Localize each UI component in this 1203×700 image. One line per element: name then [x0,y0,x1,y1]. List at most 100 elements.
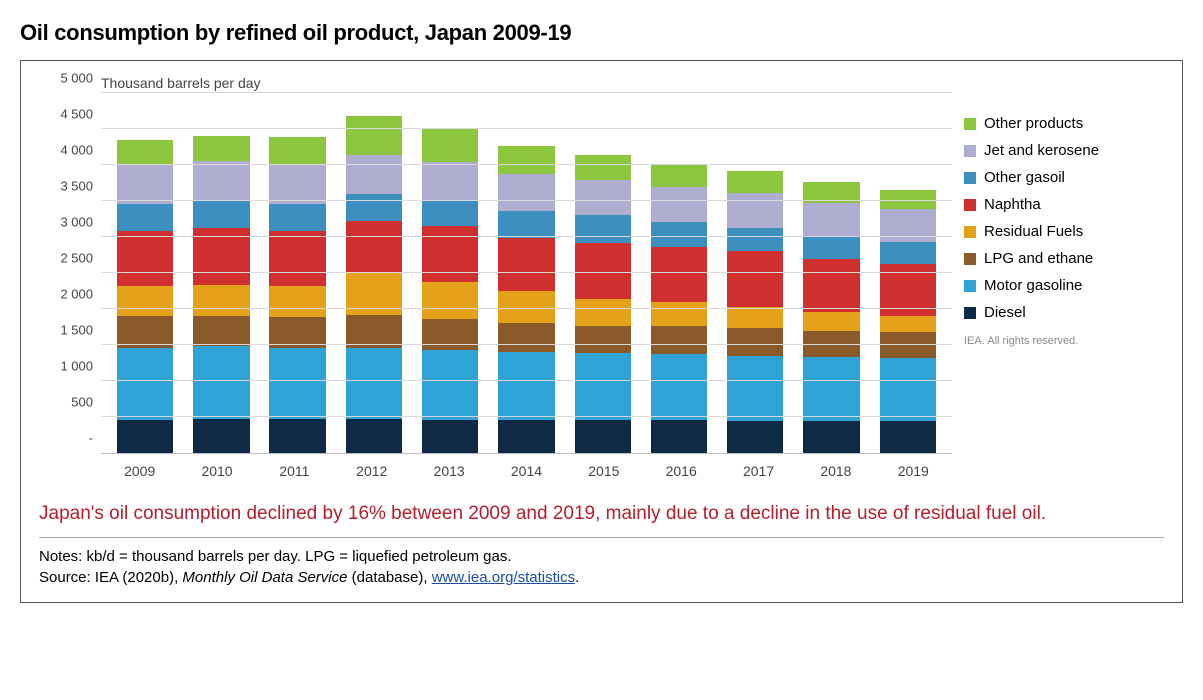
x-tick-label: 2017 [720,463,797,479]
bar-column [260,93,336,453]
stacked-bar [269,137,325,453]
legend-item: Naphtha [964,196,1164,213]
grid-line [101,416,952,417]
bar-segment-diesel [117,420,173,453]
bar-segment-other_products [651,164,707,187]
bar-column [565,93,641,453]
bar-segment-lpg_ethane [880,332,936,358]
bar-segment-other_gasoil [117,204,173,231]
bar-segment-residual_fuels [575,299,631,326]
summary-callout: Japan's oil consumption declined by 16% … [39,501,1164,527]
bar-segment-motor_gasoline [727,356,783,421]
bar-column [717,93,793,453]
bar-segment-naphtha [498,238,554,291]
bar-segment-motor_gasoline [193,346,249,419]
bar-segment-diesel [651,420,707,453]
y-tick-label: 3 500 [60,179,93,194]
legend-swatch [964,226,976,238]
legend-swatch [964,145,976,157]
bar-segment-motor_gasoline [880,358,936,421]
notes-line-1: Notes: kb/d = thousand barrels per day. … [39,548,1164,565]
grid-line [101,344,952,345]
stacked-bar [880,190,936,453]
grid-line [101,200,952,201]
stacked-bar [803,182,859,453]
bar-segment-jet_kerosene [422,162,478,200]
bar-segment-naphtha [269,231,325,286]
bar-segment-motor_gasoline [422,350,478,420]
bar-segment-jet_kerosene [193,161,249,201]
bar-segment-diesel [880,421,936,453]
x-tick-label: 2016 [643,463,720,479]
x-tick-label: 2019 [875,463,952,479]
x-tick-label: 2018 [797,463,874,479]
y-axis: -5001 0001 5002 0002 5003 0003 5004 0004… [39,93,101,453]
grid-line [101,92,952,93]
y-axis-subtitle: Thousand barrels per day [101,75,952,91]
bar-segment-other_gasoil [880,242,936,264]
legend-swatch [964,199,976,211]
divider [39,537,1164,538]
bar-segment-diesel [193,419,249,453]
source-title: Monthly Oil Data Service [182,569,347,586]
legend-label: Jet and kerosene [984,142,1099,159]
chart-grid [101,93,952,454]
bar-segment-other_products [727,171,783,193]
stacked-bar [422,128,478,453]
grid-line [101,236,952,237]
legend-swatch [964,118,976,130]
legend-item: Diesel [964,304,1164,321]
y-tick-label: 500 [71,395,93,410]
stacked-bar [727,171,783,453]
x-tick-label: 2010 [178,463,255,479]
x-axis: 2009201020112012201320142015201620172018… [101,463,952,479]
bar-segment-motor_gasoline [117,348,173,420]
legend-item: Residual Fuels [964,223,1164,240]
legend-label: Other gasoil [984,169,1065,186]
stacked-bar [346,116,402,453]
bar-segment-residual_fuels [727,307,783,328]
bar-segment-naphtha [117,231,173,286]
bar-segment-jet_kerosene [880,209,936,242]
bar-column [183,93,259,453]
stacked-bar [193,136,249,453]
legend-item: Motor gasoline [964,277,1164,294]
legend-label: Motor gasoline [984,277,1082,294]
x-tick-label: 2011 [256,463,333,479]
source-link[interactable]: www.iea.org/statistics [432,569,575,586]
grid-line [101,128,952,129]
bar-segment-residual_fuels [269,286,325,317]
bar-segment-other_gasoil [422,200,478,226]
bar-segment-naphtha [346,221,402,274]
grid-line [101,272,952,273]
legend-item: Other products [964,115,1164,132]
bar-segment-other_gasoil [727,228,783,252]
x-tick-label: 2013 [410,463,487,479]
grid-line [101,308,952,309]
legend-label: Residual Fuels [984,223,1083,240]
source-mid: (database), [347,569,431,586]
bar-segment-lpg_ethane [727,328,783,356]
bar-segment-residual_fuels [498,291,554,323]
y-tick-label: - [89,431,93,446]
legend-label: Diesel [984,304,1026,321]
bar-segment-lpg_ethane [651,326,707,354]
bar-segment-motor_gasoline [498,352,554,420]
bar-segment-naphtha [803,259,859,312]
grid-line [101,164,952,165]
legend-swatch [964,280,976,292]
legend-item: Other gasoil [964,169,1164,186]
chart-plot: -5001 0001 5002 0002 5003 0003 5004 0004… [39,93,952,453]
source-prefix: Source: IEA (2020b), [39,569,182,586]
bar-segment-residual_fuels [880,316,936,332]
bar-segment-diesel [346,419,402,453]
bar-segment-diesel [727,421,783,453]
bar-segment-jet_kerosene [651,187,707,222]
bar-segment-other_products [575,155,631,180]
bar-segment-diesel [269,419,325,453]
stacked-bar [498,146,554,453]
legend-label: Naphtha [984,196,1041,213]
bar-segment-lpg_ethane [193,316,249,347]
bar-segment-jet_kerosene [575,180,631,215]
bar-segment-other_gasoil [269,204,325,231]
